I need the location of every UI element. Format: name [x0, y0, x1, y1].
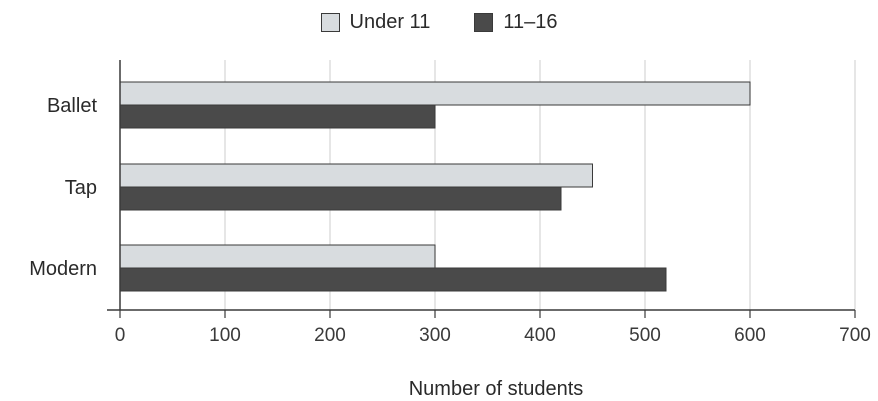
- category-label-tap: Tap: [65, 177, 97, 199]
- x-tick-label: 600: [734, 325, 766, 346]
- bar-modern-under-11: [119, 244, 436, 269]
- bar-tap-11-16: [119, 186, 562, 211]
- legend-swatch-11-16: [474, 13, 494, 32]
- legend-item-under-11: Under 11: [320, 11, 431, 34]
- x-tick-label: 200: [314, 325, 346, 346]
- legend-label-11-16: 11–16: [503, 11, 558, 33]
- x-tick-label: 700: [839, 325, 871, 346]
- x-tick-label: 300: [419, 325, 451, 346]
- bar-tap-under-11: [119, 163, 593, 188]
- legend-item-11-16: 11–16: [474, 11, 557, 34]
- category-labels: Ballet Tap Modern: [29, 95, 97, 280]
- x-tick-labels: 0 100 200 300 400 500 600 700: [115, 310, 871, 346]
- bar-ballet-11-16: [119, 104, 436, 129]
- category-label-modern: Modern: [29, 258, 97, 280]
- x-tick-label: 0: [115, 325, 126, 346]
- bar-modern-11-16: [119, 267, 667, 292]
- x-tick-label: 500: [629, 325, 661, 346]
- x-axis-title: Number of students: [409, 378, 584, 400]
- bar-ballet-under-11: [119, 81, 751, 106]
- x-tick-label: 400: [524, 325, 556, 346]
- chart-legend: Under 11 11–16: [0, 11, 878, 34]
- axes: [107, 60, 855, 311]
- bars: [119, 81, 751, 292]
- legend-label-under-11: Under 11: [349, 11, 431, 33]
- legend-swatch-under-11: [320, 13, 340, 32]
- category-label-ballet: Ballet: [47, 95, 97, 117]
- x-tick-label: 100: [209, 325, 241, 346]
